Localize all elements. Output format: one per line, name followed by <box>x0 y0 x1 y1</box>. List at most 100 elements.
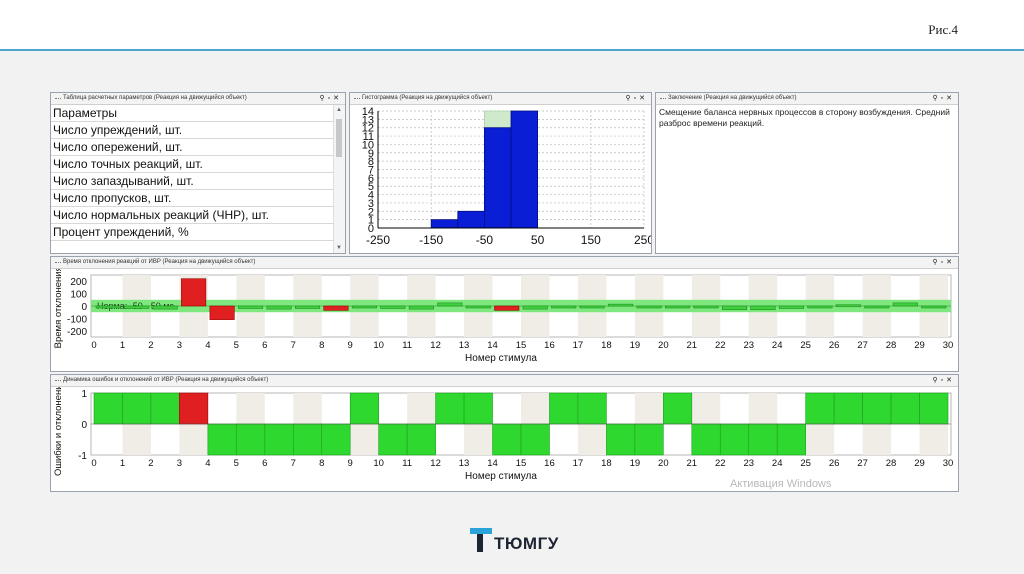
deviation-bar <box>380 305 406 309</box>
x-tick-label: 29 <box>914 458 925 469</box>
x-tick-label: 21 <box>687 340 698 351</box>
y-axis-title: Время отклонения, <box>53 269 64 348</box>
table-row[interactable]: Число упреждений, шт. <box>51 122 333 139</box>
histogram-bar <box>457 210 485 229</box>
close-icon[interactable]: ✕ <box>946 95 955 102</box>
y-tick-label: 10 <box>362 139 374 151</box>
close-icon[interactable]: ✕ <box>946 377 955 384</box>
error-bar <box>378 423 408 456</box>
x-tick-label: 4 <box>205 458 210 469</box>
error-bar <box>207 423 237 456</box>
restore-icon[interactable]: ▫ <box>940 377 947 384</box>
x-tick-label: 250 <box>634 233 651 247</box>
x-tick-label: 7 <box>291 340 296 351</box>
panel-window-buttons: ⚲▫✕ <box>933 93 956 104</box>
x-tick-label: 16 <box>544 340 555 351</box>
deviation-bar <box>892 302 918 307</box>
x-tick-label: 5 <box>234 458 239 469</box>
x-tick-label: 25 <box>800 340 811 351</box>
panel-title-bar[interactable]: Заключение (Реакция на движущийся объект… <box>656 93 958 105</box>
x-tick-label: 1 <box>120 340 125 351</box>
table-header: Параметры <box>51 105 333 122</box>
conclusion-text: Смещение баланса нервных процессов в сто… <box>659 107 950 128</box>
table-row[interactable]: Число опережений, шт. <box>51 139 333 156</box>
pin-icon[interactable]: ⚲ <box>932 95 941 102</box>
x-tick-label: 12 <box>430 340 441 351</box>
x-tick-label: 15 <box>516 340 527 351</box>
panel-title-bar[interactable]: Гистограмма (Реакция на движущийся объек… <box>350 93 651 105</box>
restore-icon[interactable]: ▫ <box>940 95 947 102</box>
x-tick-label: 13 <box>459 458 470 469</box>
table-row[interactable]: Число пропусков, шт. <box>51 190 333 207</box>
panel-title-bar[interactable]: Динамика ошибок и отклонений от ИВР (Реа… <box>51 375 958 387</box>
error-bar <box>634 423 664 456</box>
x-tick-label: 12 <box>430 458 441 469</box>
x-tick-label: 30 <box>943 340 954 351</box>
vertical-scrollbar[interactable]: ▲ ▼ <box>333 105 345 253</box>
x-tick-label: 22 <box>715 340 726 351</box>
x-tick-label: 24 <box>772 340 783 351</box>
error-bar <box>435 392 465 425</box>
pin-icon[interactable]: ⚲ <box>319 95 328 102</box>
x-tick-label: 5 <box>234 340 239 351</box>
scroll-thumb[interactable] <box>336 119 342 157</box>
x-tick-label: 11 <box>402 340 412 351</box>
logo-text: ТЮМГУ <box>494 534 559 553</box>
error-bar <box>833 392 863 425</box>
error-bar <box>663 392 693 425</box>
y-tick-label: 2 <box>368 206 374 218</box>
x-tick-label: -50 <box>476 233 494 247</box>
x-tick-label: 17 <box>573 340 584 351</box>
error-bar <box>776 423 806 456</box>
x-tick-label: 24 <box>772 458 783 469</box>
panel-title-bar[interactable]: Время отклонения реакций от ИВР (Реакция… <box>51 257 958 269</box>
deviation-bar <box>864 305 890 309</box>
deviation-bar <box>921 305 947 309</box>
y-tick-label: 200 <box>70 277 87 288</box>
x-tick-label: 18 <box>601 458 612 469</box>
table-row[interactable]: Число точных реакций, шт. <box>51 156 333 173</box>
table-row[interactable]: Процент упреждений, % <box>51 224 333 241</box>
param-table: Параметры Число упреждений, шт. Число оп… <box>51 105 333 241</box>
x-tick-label: 23 <box>743 340 754 351</box>
x-tick-label: 8 <box>319 458 324 469</box>
x-tick-label: 6 <box>262 458 267 469</box>
y-tick-label: 12 <box>362 123 374 135</box>
error-bar <box>150 392 180 425</box>
x-tick-label: 28 <box>886 458 897 469</box>
restore-icon[interactable]: ▫ <box>327 95 334 102</box>
error-bar <box>606 423 636 456</box>
error-bar <box>549 392 579 425</box>
y-tick-label: -1 <box>78 451 87 462</box>
deviation-bar <box>323 305 349 311</box>
slide-header <box>0 0 1024 50</box>
x-tick-label: 19 <box>630 340 641 351</box>
scroll-up-icon[interactable]: ▲ <box>336 107 342 113</box>
close-icon[interactable]: ✕ <box>333 95 342 102</box>
scroll-down-icon[interactable]: ▼ <box>336 245 342 251</box>
panel-title-bar[interactable]: Таблица расчетных параметров (Реакция на… <box>51 93 345 105</box>
restore-icon[interactable]: ▫ <box>940 259 947 266</box>
restore-icon[interactable]: ▫ <box>633 95 640 102</box>
table-row[interactable]: Число запаздываний, шт. <box>51 173 333 190</box>
deviation-bar <box>721 305 748 311</box>
close-icon[interactable]: ✕ <box>639 95 648 102</box>
pin-icon[interactable]: ⚲ <box>625 95 634 102</box>
error-bar <box>520 423 550 456</box>
pin-icon[interactable]: ⚲ <box>932 259 941 266</box>
close-icon[interactable]: ✕ <box>946 259 955 266</box>
y-tick-label: 11 <box>363 131 374 143</box>
panel-window-buttons: ⚲▫✕ <box>933 375 956 386</box>
x-tick-label: 27 <box>857 458 868 469</box>
x-tick-label: 26 <box>829 340 840 351</box>
deviation-bar <box>437 302 463 307</box>
deviation-bar <box>778 305 804 309</box>
deviation-bar <box>835 304 861 308</box>
x-tick-label: -250 <box>366 233 390 247</box>
tyumgu-logo-icon <box>470 528 492 552</box>
histogram-panel: Гистограмма (Реакция на движущийся объек… <box>349 92 652 254</box>
table-row[interactable]: Число нормальных реакций (ЧНР), шт. <box>51 207 333 224</box>
pin-icon[interactable]: ⚲ <box>932 377 941 384</box>
x-tick-label: -150 <box>419 233 443 247</box>
x-tick-label: 3 <box>177 458 182 469</box>
